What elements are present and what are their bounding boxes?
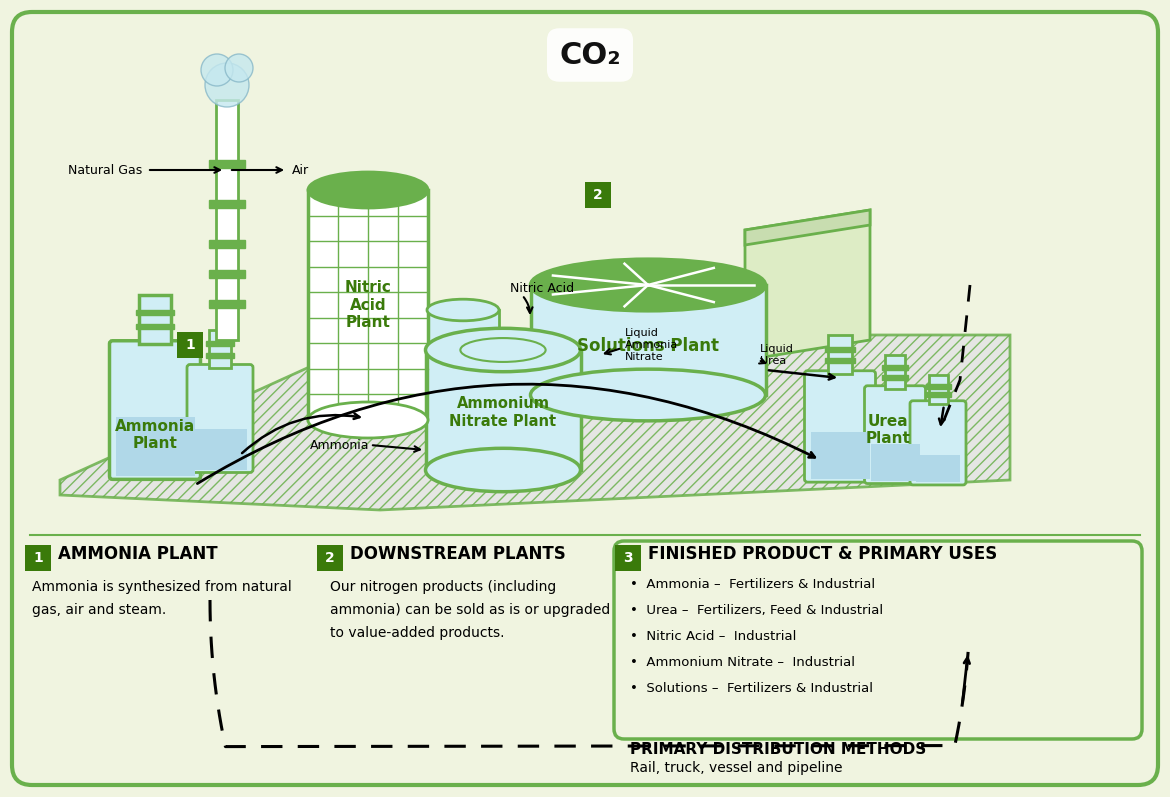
FancyBboxPatch shape (317, 545, 343, 571)
Ellipse shape (530, 259, 765, 311)
Text: 1: 1 (33, 551, 43, 565)
Bar (116, 417, 194, 477)
Text: Urea
Plant: Urea Plant (866, 414, 910, 446)
Bar (426, 350, 580, 470)
FancyBboxPatch shape (585, 182, 611, 208)
Text: Nitric Acid: Nitric Acid (510, 281, 574, 295)
FancyBboxPatch shape (187, 364, 253, 473)
Bar (216, 100, 238, 340)
Text: •  Nitric Acid –  Industrial: • Nitric Acid – Industrial (629, 630, 797, 643)
Ellipse shape (427, 299, 498, 321)
Bar (206, 341, 234, 346)
Ellipse shape (308, 402, 428, 438)
FancyBboxPatch shape (110, 341, 200, 479)
Text: Ammonia is synthesized from natural
gas, air and steam.: Ammonia is synthesized from natural gas,… (32, 580, 291, 617)
Text: 2: 2 (593, 188, 603, 202)
Polygon shape (60, 335, 1010, 510)
Polygon shape (745, 210, 870, 245)
FancyBboxPatch shape (614, 541, 1142, 739)
Bar (825, 358, 855, 363)
Text: 1: 1 (185, 338, 195, 352)
Bar (136, 324, 174, 329)
Bar (206, 352, 234, 358)
Bar (925, 383, 950, 389)
Bar (209, 270, 245, 278)
Text: •  Ammonium Nitrate –  Industrial: • Ammonium Nitrate – Industrial (629, 656, 855, 669)
FancyBboxPatch shape (615, 545, 641, 571)
Text: Ammonia
Plant: Ammonia Plant (115, 418, 195, 451)
Bar (825, 347, 855, 351)
Text: Our nitrogen products (including
ammonia) can be sold as is or upgraded
to value: Our nitrogen products (including ammonia… (330, 580, 611, 640)
Text: Solutions Plant: Solutions Plant (577, 336, 720, 355)
Ellipse shape (426, 328, 580, 371)
Text: •  Ammonia –  Fertilizers & Industrial: • Ammonia – Fertilizers & Industrial (629, 578, 875, 591)
Text: 3: 3 (624, 551, 633, 565)
FancyBboxPatch shape (177, 332, 204, 358)
Bar (136, 309, 174, 315)
Text: Liquid
Urea: Liquid Urea (760, 344, 794, 366)
Text: 2: 2 (325, 551, 335, 565)
Bar (209, 200, 245, 208)
Text: CO₂: CO₂ (559, 41, 621, 69)
Bar (916, 454, 961, 482)
Bar (193, 429, 247, 469)
Ellipse shape (530, 369, 765, 421)
Bar (308, 190, 428, 420)
Text: Natural Gas: Natural Gas (68, 163, 142, 176)
Ellipse shape (427, 414, 498, 436)
Text: FINISHED PRODUCT & PRIMARY USES: FINISHED PRODUCT & PRIMARY USES (648, 545, 997, 563)
Text: •  Solutions –  Fertilizers & Industrial: • Solutions – Fertilizers & Industrial (629, 682, 873, 695)
Bar (870, 444, 920, 481)
Bar (925, 392, 950, 397)
Bar (208, 330, 232, 367)
Bar (139, 295, 171, 344)
Bar (427, 310, 498, 425)
Text: Rail, truck, vessel and pipeline: Rail, truck, vessel and pipeline (629, 761, 842, 775)
Text: Air: Air (292, 163, 309, 176)
Text: •  Urea –  Fertilizers, Feed & Industrial: • Urea – Fertilizers, Feed & Industrial (629, 604, 883, 617)
Bar (530, 285, 765, 395)
Polygon shape (745, 210, 870, 360)
Bar (881, 365, 908, 370)
Text: Ammonia: Ammonia (310, 438, 370, 451)
FancyBboxPatch shape (910, 401, 966, 485)
Text: DOWNSTREAM PLANTS: DOWNSTREAM PLANTS (350, 545, 566, 563)
FancyBboxPatch shape (805, 371, 875, 482)
Ellipse shape (426, 448, 580, 492)
FancyBboxPatch shape (865, 386, 925, 484)
FancyBboxPatch shape (25, 545, 51, 571)
Circle shape (201, 54, 233, 86)
Text: AMMONIA PLANT: AMMONIA PLANT (58, 545, 218, 563)
Bar (209, 240, 245, 248)
Bar (209, 300, 245, 308)
Bar (209, 160, 245, 168)
Text: Liquid
Ammonia
Nitrate: Liquid Ammonia Nitrate (625, 328, 679, 363)
Bar (885, 355, 906, 389)
Ellipse shape (308, 172, 428, 208)
Bar (929, 375, 948, 404)
Text: PRIMARY DISTRIBUTION METHODS: PRIMARY DISTRIBUTION METHODS (629, 743, 927, 757)
Text: Ammonium
Nitrate Plant: Ammonium Nitrate Plant (449, 396, 557, 429)
FancyBboxPatch shape (12, 12, 1158, 785)
Circle shape (205, 63, 249, 107)
Circle shape (225, 54, 253, 82)
Bar (827, 335, 853, 374)
Bar (811, 432, 869, 479)
Text: Nitric
Acid
Plant: Nitric Acid Plant (344, 280, 392, 330)
Bar (881, 375, 908, 380)
